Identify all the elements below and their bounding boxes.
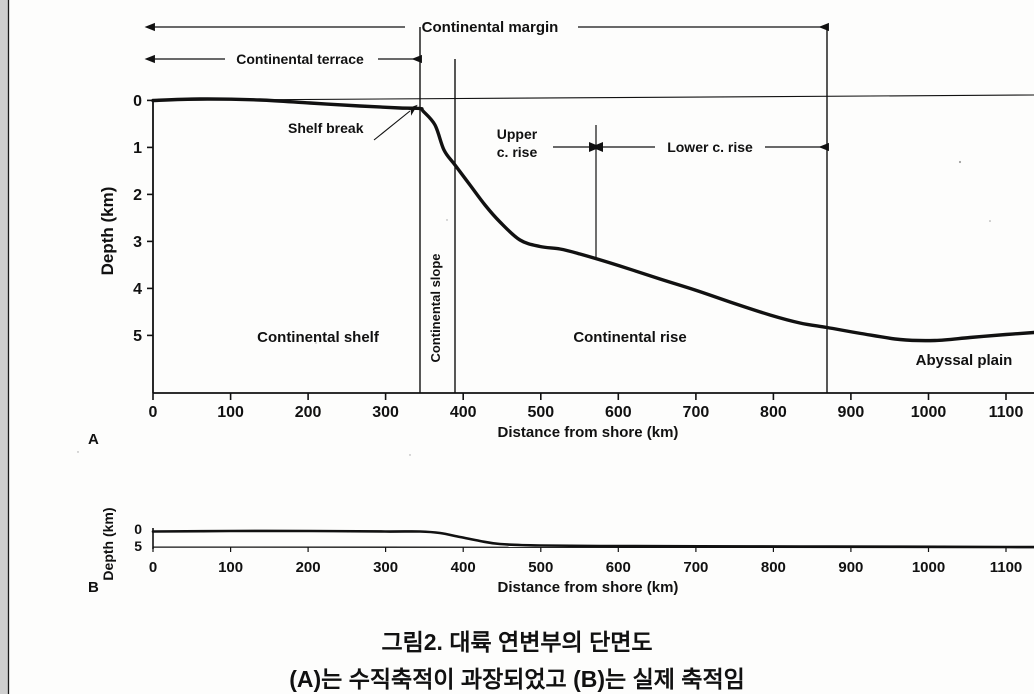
svg-text:0: 0 [134,521,142,537]
svg-text:1000: 1000 [912,559,945,576]
svg-text:0: 0 [133,93,142,110]
svg-text:그림2. 대륙 연변부의 단면도: 그림2. 대륙 연변부의 단면도 [381,629,652,655]
svg-text:1000: 1000 [911,404,947,421]
svg-text:0: 0 [149,404,158,421]
svg-text:Abyssal plain: Abyssal plain [916,352,1013,369]
svg-text:300: 300 [373,559,398,576]
svg-text:700: 700 [683,559,708,576]
svg-text:800: 800 [761,559,786,576]
svg-text:1100: 1100 [990,559,1023,576]
svg-text:Depth (km): Depth (km) [98,187,117,276]
svg-text:c. rise: c. rise [497,144,538,160]
svg-text:600: 600 [605,404,632,421]
svg-text:4: 4 [133,281,142,298]
svg-text:700: 700 [683,404,710,421]
svg-text:100: 100 [217,404,244,421]
svg-text:Continental rise: Continental rise [573,329,686,346]
svg-text:200: 200 [296,559,321,576]
svg-text:Continental margin: Continental margin [422,19,559,36]
svg-text:Continental slope: Continental slope [428,253,443,362]
svg-text:A: A [88,431,99,448]
svg-text:5: 5 [134,538,142,554]
svg-text:5: 5 [133,328,142,345]
svg-text:(A)는 수직축적이 과장되었고 (B)는 실제 축적임: (A)는 수직축적이 과장되었고 (B)는 실제 축적임 [289,666,745,692]
svg-text:Continental terrace: Continental terrace [236,51,364,67]
svg-text:Shelf break: Shelf break [288,120,364,136]
svg-text:500: 500 [527,404,554,421]
svg-text:B: B [88,579,99,596]
svg-text:800: 800 [760,404,787,421]
svg-text:3: 3 [133,234,142,251]
svg-text:300: 300 [372,404,399,421]
svg-text:Distance from shore (km): Distance from shore (km) [498,424,679,441]
svg-text:900: 900 [838,404,865,421]
svg-text:1: 1 [133,140,142,157]
svg-text:500: 500 [528,559,553,576]
svg-text:0: 0 [149,559,157,576]
svg-text:200: 200 [295,404,322,421]
svg-text:Depth (km): Depth (km) [100,507,116,580]
svg-text:Lower c. rise: Lower c. rise [667,139,753,155]
svg-text:600: 600 [606,559,631,576]
svg-text:Distance from shore (km): Distance from shore (km) [498,579,679,596]
svg-text:400: 400 [450,404,477,421]
svg-text:1100: 1100 [989,404,1024,421]
svg-text:400: 400 [451,559,476,576]
svg-text:Upper: Upper [497,126,538,142]
svg-text:Continental shelf: Continental shelf [257,329,380,346]
svg-text:900: 900 [838,559,863,576]
svg-text:2: 2 [133,187,142,204]
svg-text:100: 100 [218,559,243,576]
